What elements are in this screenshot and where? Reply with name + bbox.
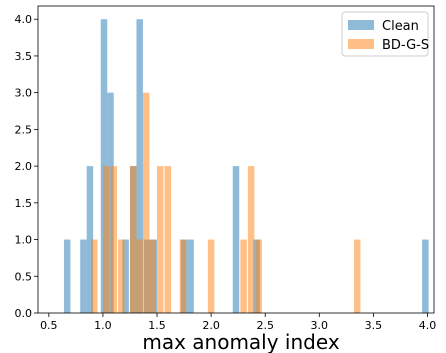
x-tick-label-1: 1.0: [94, 319, 112, 332]
bar-clean-5: [122, 239, 129, 313]
bar-bd-g-s-1: [102, 166, 110, 313]
x-tick-label-6: 3.5: [365, 319, 383, 332]
x-tick-label-7: 4.0: [419, 319, 437, 332]
y-tick-label-6: 3.0: [15, 87, 33, 100]
bar-bd-g-s-11: [207, 239, 215, 313]
plot-frame: [37, 5, 435, 314]
bar-bd-g-s-5: [136, 239, 143, 313]
bar-bd-g-s-8: [157, 166, 164, 313]
x-tick-label-0: 0.5: [40, 319, 58, 332]
legend-swatch-clean: [348, 20, 374, 30]
y-tick-label-2: 1.0: [15, 234, 33, 247]
y-tick-label-5: 2.5: [15, 123, 33, 136]
bar-bd-g-s-4: [129, 166, 137, 313]
y-tick-label-1: 0.5: [15, 270, 33, 283]
bar-bd-g-s-9: [164, 166, 172, 313]
bar-clean-7: [136, 19, 143, 313]
bar-bd-g-s-7: [149, 239, 156, 313]
x-tick-label-3: 2.0: [202, 319, 220, 332]
x-tick-label-4: 2.5: [256, 319, 274, 332]
bar-clean-12: [232, 166, 240, 313]
axes-layer: [37, 5, 435, 314]
legend: Clean BD-G-S: [341, 11, 429, 57]
bar-bd-g-s-2: [110, 166, 117, 313]
legend-swatch-bd-g-s: [348, 39, 374, 49]
bar-bd-g-s-13: [247, 166, 255, 313]
bars-layer: [63, 19, 429, 313]
bar-bd-g-s-6: [142, 92, 150, 313]
legend-label-clean: Clean: [382, 19, 419, 34]
y-tick-label-7: 3.5: [15, 50, 33, 63]
legend-label-bd-g-s: BD-G-S: [382, 38, 429, 53]
bar-bd-g-s-15: [353, 239, 361, 313]
x-axis-label: max anomaly index: [142, 330, 339, 353]
bar-clean-14: [422, 239, 429, 313]
bar-bd-g-s-0: [91, 239, 98, 313]
bar-clean-11: [187, 239, 194, 313]
bar-clean-0: [63, 239, 71, 313]
y-tick-label-4: 2.0: [15, 160, 33, 173]
y-tick-label-3: 1.5: [15, 197, 33, 210]
y-tick-label-8: 4.0: [15, 13, 33, 26]
bar-bd-g-s-14: [255, 239, 262, 313]
x-tick-label-5: 3.0: [311, 319, 329, 332]
bar-clean-2: [86, 166, 94, 313]
x-tick-label-2: 1.5: [148, 319, 166, 332]
bar-bd-g-s-3: [118, 239, 125, 313]
bar-bd-g-s-10: [179, 239, 187, 313]
bar-bd-g-s-12: [240, 239, 247, 313]
y-tick-label-0: 0.0: [15, 307, 33, 320]
ticks-layer: 0.5 1.0 1.5 2.0 2.5 3.0 3.5 4.0 0.0 0.5 1.0 1.5 2.0 2…: [15, 13, 437, 332]
bar-clean-1: [80, 239, 87, 313]
